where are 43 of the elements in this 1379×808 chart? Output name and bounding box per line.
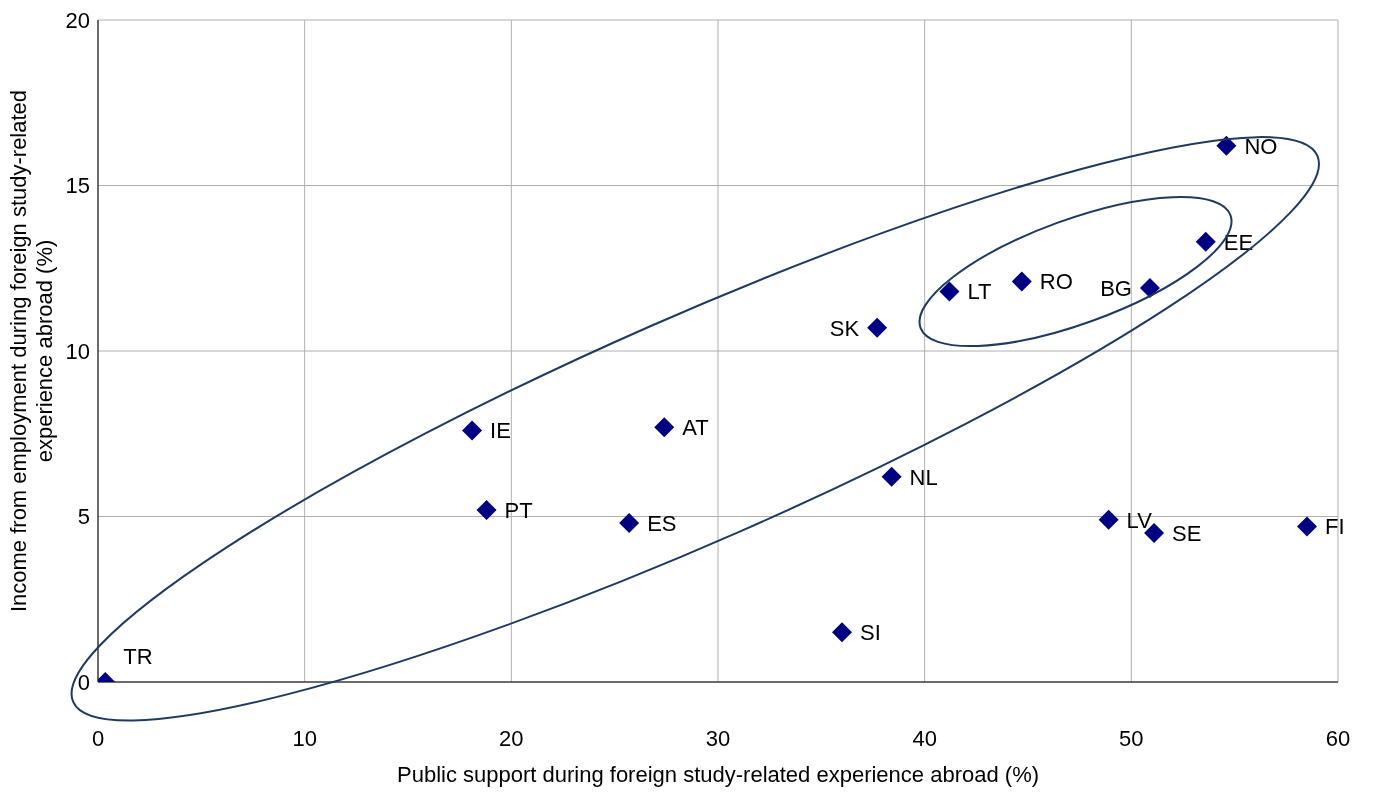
point [939, 281, 960, 302]
annotation: BG [1100, 275, 1132, 301]
annotation: NO [1244, 133, 1278, 159]
point [1297, 516, 1317, 537]
annotation: PT [504, 497, 533, 523]
point [1195, 231, 1216, 252]
point [1098, 509, 1119, 530]
annotation: IE [490, 418, 511, 444]
annotation: RO [1039, 269, 1073, 295]
point [476, 499, 497, 520]
y-tick-label: 15 [65, 173, 90, 199]
point [867, 317, 888, 338]
y-tick-label: 10 [65, 338, 90, 364]
annotation: LT [967, 279, 992, 305]
y-tick-label: 5 [77, 504, 90, 530]
point [1139, 278, 1160, 299]
y-tick-label: 0 [77, 669, 90, 695]
annotation: FI [1325, 514, 1345, 540]
y-tick-label: 20 [65, 7, 90, 33]
annotation: AT [682, 414, 709, 440]
annotation: ES [647, 510, 677, 536]
annotation: LV [1126, 507, 1153, 533]
annotation: SK [829, 315, 860, 341]
annotation: SI [860, 620, 881, 646]
point [619, 513, 640, 534]
annotation: NL [909, 464, 938, 490]
annotation: SE [1172, 520, 1202, 546]
x-tick-label: 30 [705, 725, 731, 751]
y-axis-title: Income from employment during foreign study-related experience abroad (%) [5, 89, 57, 613]
x-tick-label: 40 [912, 725, 937, 751]
point [462, 420, 483, 441]
point [881, 466, 902, 487]
x-tick-label: 10 [292, 725, 317, 751]
x-tick-label: 20 [499, 725, 524, 751]
x-tick-label: 50 [1119, 725, 1144, 751]
point [832, 622, 852, 643]
point [654, 417, 675, 438]
x-tick-label: 60 [1325, 725, 1351, 751]
point [1216, 135, 1237, 156]
x-axis-title: Public support during foreign study-related experience abroad (%) [396, 762, 1040, 787]
annotation: EE [1223, 229, 1254, 255]
point [1011, 271, 1032, 292]
annotation: TR [123, 644, 153, 669]
